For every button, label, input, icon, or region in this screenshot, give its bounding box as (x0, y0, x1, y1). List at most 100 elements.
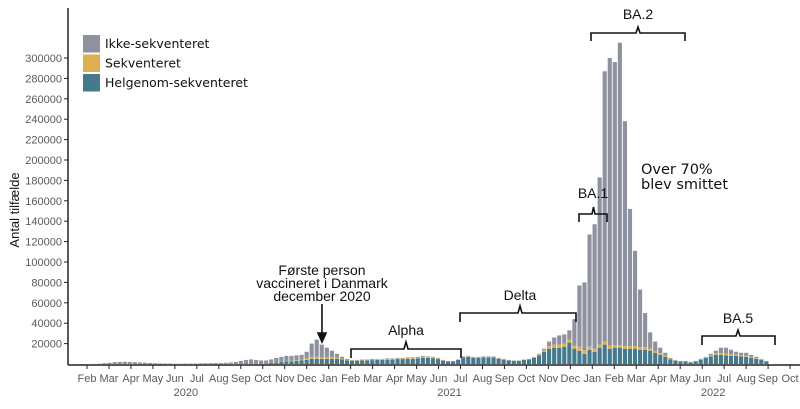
week-bar (658, 347, 663, 364)
bar-segment-ikke-sekventeret (739, 352, 744, 356)
label-vacc-line2: vaccineret i Danmark (256, 275, 388, 291)
x-tick-label: Apr (386, 373, 403, 385)
week-bar (329, 350, 334, 364)
legend-swatch (83, 54, 100, 72)
bar-segment-helgenom (481, 357, 486, 364)
bar-segment-helgenom (536, 355, 542, 364)
bar-segment-sekventeret (552, 344, 557, 348)
week-bar (299, 354, 304, 364)
bar-segment-helgenom (486, 357, 491, 364)
bar-segment-sekventeret (597, 344, 602, 348)
year-label: 2022 (701, 387, 725, 399)
week-bar (112, 362, 117, 364)
bar-segment-sekventeret (360, 359, 365, 361)
bar-segment-sekventeret (334, 357, 340, 359)
x-tick-label: Aug (209, 373, 229, 385)
bar-segment-sekventeret (744, 355, 749, 357)
bar-segment-ikke-sekventeret (324, 347, 329, 358)
week-bar (506, 359, 511, 364)
bar-segment-sekventeret (728, 354, 734, 356)
bar-segment-helgenom (627, 348, 633, 364)
bar-segment-helgenom (254, 363, 259, 364)
week-bar (733, 351, 739, 364)
bar-segment-helgenom (592, 351, 597, 364)
bar-segment-ikke-sekventeret (289, 355, 294, 361)
bar-segment-helgenom (344, 360, 350, 364)
bar-segment-ikke-sekventeret (435, 357, 441, 359)
bar-segment-ikke-sekventeret (198, 363, 203, 364)
bar-segment-sekventeret (461, 356, 466, 358)
week-bar (688, 361, 693, 364)
bar-segment-helgenom (521, 359, 526, 364)
y-tick-label: 180000 (25, 175, 62, 187)
bar-segment-sekventeret (587, 346, 592, 350)
week-bar (198, 363, 203, 364)
legend-swatch (83, 35, 100, 53)
legend: Ikke-sekventeret Sekventeret Helgenom-sekv… (83, 35, 248, 92)
bar-segment-sekventeret (643, 347, 648, 350)
bar-segment-sekventeret (632, 346, 638, 349)
bar-segment-helgenom (248, 363, 254, 364)
bar-segment-ikke-sekventeret (269, 359, 274, 363)
week-bar (653, 341, 658, 364)
week-bar (259, 360, 264, 364)
bar-segment-ikke-sekventeret (430, 356, 435, 358)
week-bar (158, 363, 163, 364)
bar-segment-ikke-sekventeret (749, 354, 754, 357)
bar-segment-helgenom (319, 358, 324, 364)
week-bar (152, 363, 158, 364)
bar-segment-ikke-sekventeret (744, 352, 749, 356)
week-bar (632, 250, 638, 364)
week-bar (582, 282, 587, 364)
bar-segment-sekventeret (425, 356, 430, 358)
x-tick-label: Feb (78, 373, 97, 385)
y-tick-label: 220000 (25, 135, 62, 147)
label-ba5: BA.5 (723, 310, 754, 326)
bar-segment-helgenom (264, 363, 269, 364)
bar-segment-helgenom (329, 358, 334, 364)
week-bar (592, 224, 597, 364)
bar-segment-helgenom (466, 356, 471, 364)
x-tick-label: May (406, 373, 427, 385)
bar-segment-sekventeret (713, 353, 718, 355)
bar-segment-helgenom (607, 348, 612, 364)
bar-segment-sekventeret (430, 357, 435, 359)
week-bar (355, 359, 360, 364)
year-label: 2020 (174, 387, 198, 399)
bar-segment-helgenom (552, 347, 557, 364)
x-tick-label: Mar (99, 373, 118, 385)
bar-segment-sekventeret (405, 358, 410, 359)
bar-segment-ikke-sekventeret (708, 353, 713, 356)
bar-segment-helgenom (405, 358, 410, 364)
bar-segment-helgenom (733, 355, 739, 364)
week-bar (466, 355, 471, 364)
bar-segment-helgenom (309, 358, 314, 364)
bar-segment-helgenom (602, 344, 607, 364)
bar-segment-helgenom (279, 361, 284, 364)
bar-segment-sekventeret (289, 360, 294, 362)
y-tick-label: 60000 (31, 298, 62, 310)
x-tick-label: Jun (430, 373, 448, 385)
week-bar (208, 363, 213, 364)
week-bar (334, 353, 340, 364)
bar-segment-helgenom (259, 363, 264, 364)
bar-segment-helgenom (446, 361, 451, 364)
bar-segment-helgenom (380, 359, 385, 364)
bar-segment-helgenom (577, 350, 582, 364)
bar-segment-helgenom (284, 361, 289, 364)
week-bar (117, 361, 122, 364)
bar-segment-ikke-sekventeret (213, 363, 218, 364)
bar-segment-sekventeret (739, 355, 744, 357)
bar-segment-ikke-sekventeret (228, 362, 233, 364)
bracket-ba2 (590, 24, 686, 41)
annotations (316, 24, 776, 358)
bar-segment-ikke-sekventeret (622, 121, 627, 347)
bar-segment-ikke-sekventeret (284, 355, 289, 361)
bar-segment-ikke-sekventeret (668, 357, 673, 359)
bar-segment-sekventeret (400, 358, 405, 360)
bracket-delta (459, 303, 577, 322)
week-bar (622, 121, 627, 364)
bar-segment-helgenom (708, 356, 713, 364)
bar-segment-ikke-sekventeret (395, 357, 400, 359)
